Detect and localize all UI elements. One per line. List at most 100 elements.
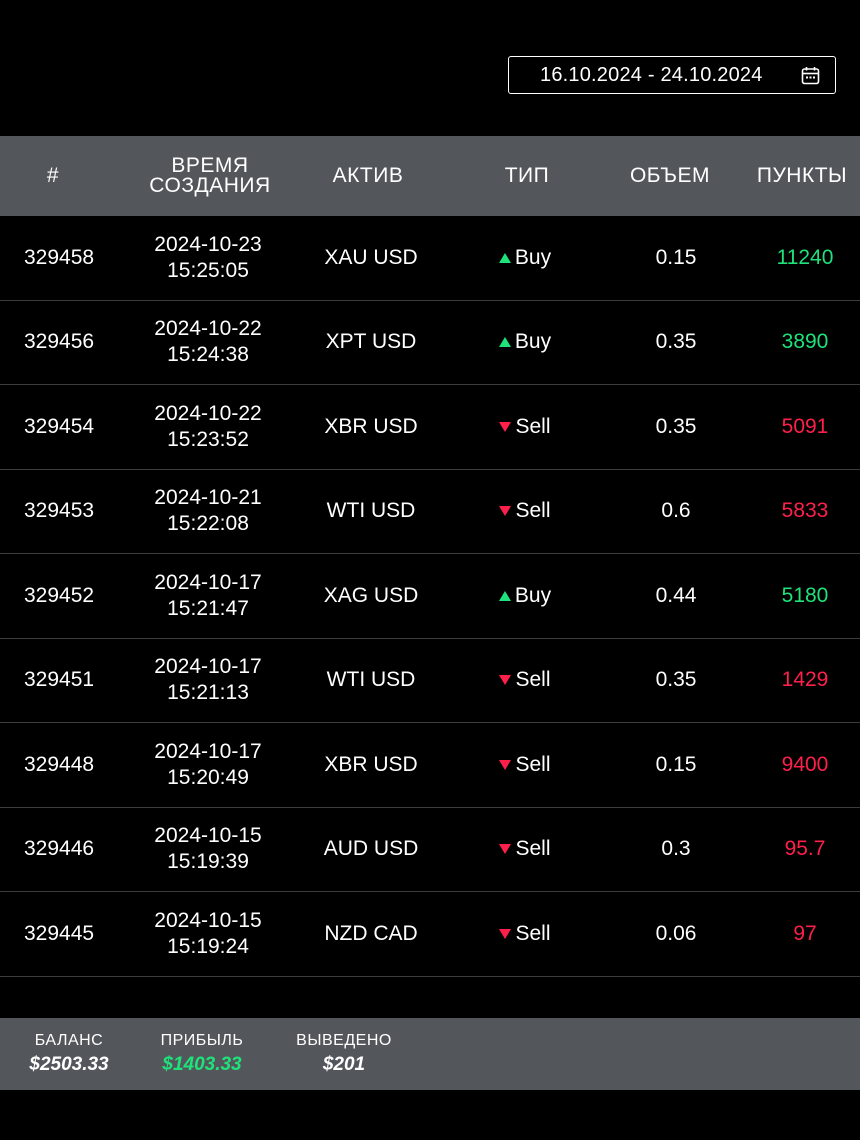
trade-points: 5091 <box>781 414 829 438</box>
triangle-down-icon <box>499 506 512 517</box>
trade-created-time: 2024-10-15 15:19:24 <box>128 892 288 976</box>
trade-date: 2024-10-17 <box>154 570 262 594</box>
trade-points: 5180 <box>781 583 829 607</box>
table-row[interactable]: 329458 2024-10-23 15:25:05 XAU USD Buy 0.15 11… <box>0 216 860 301</box>
profit-label: ПРИБЫЛЬ <box>160 1032 244 1049</box>
trade-type-label: Sell <box>515 668 551 692</box>
trade-time: 15:21:47 <box>167 596 249 620</box>
trade-type-label: Buy <box>514 330 552 354</box>
triangle-down-icon <box>499 928 512 939</box>
trade-id: 329451 <box>24 668 95 692</box>
trade-date: 2024-10-21 <box>154 486 262 510</box>
profit-stat: ПРИБЫЛЬ $1403.33 <box>150 1032 254 1076</box>
trade-type-label: Sell <box>515 499 551 523</box>
trade-asset: NZD CAD <box>324 921 418 945</box>
triangle-up-icon <box>498 337 511 348</box>
triangle-down-icon <box>499 421 512 432</box>
trade-created-time: 2024-10-17 15:21:13 <box>128 639 288 723</box>
trade-volume: 0.15 <box>655 245 697 269</box>
trade-time: 15:24:38 <box>167 343 249 367</box>
trade-type-label: Sell <box>515 414 551 438</box>
trade-created-time: 2024-10-15 15:19:39 <box>128 808 288 892</box>
triangle-down-icon <box>499 675 512 686</box>
account-summary: БАЛАНС $2503.33 ПРИБЫЛЬ $1403.33 ВЫВЕДЕН… <box>0 1018 860 1090</box>
balance-stat: БАЛАНС $2503.33 <box>20 1032 118 1076</box>
trade-type: Sell <box>460 723 590 807</box>
trade-id: 329453 <box>24 499 95 523</box>
trade-type: Sell <box>460 385 590 469</box>
trade-created-time: 2024-10-22 15:23:52 <box>128 385 288 469</box>
trade-type: Sell <box>460 892 590 976</box>
triangle-down-icon <box>499 844 512 855</box>
trade-volume: 0.35 <box>655 330 697 354</box>
trade-id: 329452 <box>24 583 95 607</box>
trade-date: 2024-10-22 <box>154 317 262 341</box>
trade-date: 2024-10-17 <box>154 655 262 679</box>
trade-type-label: Buy <box>514 583 552 607</box>
trade-date: 2024-10-15 <box>154 824 262 848</box>
trade-type: Sell <box>460 470 590 554</box>
trade-points: 11240 <box>776 245 834 269</box>
column-header-time-line2: СОЗДАНИЯ <box>149 174 271 197</box>
trade-id: 329454 <box>24 414 95 438</box>
trade-time: 15:19:39 <box>167 850 249 874</box>
trade-asset: AUD USD <box>323 837 419 861</box>
table-row[interactable]: 329456 2024-10-22 15:24:38 XPT USD Buy 0.35 38… <box>0 301 860 385</box>
trade-asset: WTI USD <box>326 499 416 523</box>
trade-volume: 0.35 <box>655 414 697 438</box>
table-header: # ВРЕМЯ СОЗДАНИЯ АКТИВ ТИП ОБЪЕМ ПУНКТЫ <box>0 136 860 216</box>
trade-type: Buy <box>460 301 590 385</box>
trade-asset: XBR USD <box>324 414 418 438</box>
calendar-icon[interactable] <box>801 66 820 85</box>
trade-asset: XBR USD <box>324 752 418 776</box>
withdrawn-label: ВЫВЕДЕНО <box>296 1032 392 1049</box>
trade-points: 5833 <box>781 499 829 523</box>
column-header-time-line1: ВРЕМЯ <box>171 154 249 177</box>
table-row[interactable]: 329453 2024-10-21 15:22:08 WTI USD Sell 0.6 58… <box>0 470 860 554</box>
trade-asset: WTI USD <box>326 668 416 692</box>
column-header-asset: АКТИВ <box>332 164 404 187</box>
trade-points: 97 <box>793 921 817 945</box>
column-header-volume: ОБЪЕМ <box>629 164 711 187</box>
trade-asset: XAG USD <box>323 583 419 607</box>
table-row[interactable]: 329445 2024-10-15 15:19:24 NZD CAD Sell 0.06 9… <box>0 892 860 977</box>
triangle-up-icon <box>498 252 511 263</box>
trade-points: 3890 <box>781 330 829 354</box>
trade-points: 9400 <box>781 752 829 776</box>
withdrawn-stat: ВЫВЕДЕНО $201 <box>286 1032 402 1076</box>
trade-points: 1429 <box>781 668 829 692</box>
trade-time: 15:19:24 <box>167 934 249 958</box>
column-header-id: # <box>46 164 60 187</box>
table-row[interactable]: 329446 2024-10-15 15:19:39 AUD USD Sell 0.3 95… <box>0 808 860 892</box>
trade-time: 15:25:05 <box>167 258 249 282</box>
trade-type-label: Buy <box>514 245 552 269</box>
date-range-value: 16.10.2024 - 24.10.2024 <box>540 63 763 86</box>
triangle-down-icon <box>499 759 512 770</box>
trade-type: Sell <box>460 639 590 723</box>
trade-time: 15:20:49 <box>167 765 249 789</box>
trade-id: 329448 <box>24 752 95 776</box>
trade-id: 329446 <box>24 837 95 861</box>
trade-date: 2024-10-22 <box>154 401 262 425</box>
trade-volume: 0.15 <box>655 752 697 776</box>
trade-type: Sell <box>460 808 590 892</box>
trade-type-label: Sell <box>515 837 551 861</box>
balance-value: $2503.33 <box>29 1054 109 1075</box>
trade-created-time: 2024-10-21 15:22:08 <box>128 470 288 554</box>
trade-id: 329456 <box>24 330 95 354</box>
table-row[interactable]: 329451 2024-10-17 15:21:13 WTI USD Sell 0.35 1… <box>0 639 860 723</box>
trade-date: 2024-10-17 <box>154 739 262 763</box>
trade-created-time: 2024-10-23 15:25:05 <box>128 216 288 300</box>
trade-volume: 0.06 <box>655 921 697 945</box>
trade-created-time: 2024-10-17 15:20:49 <box>128 723 288 807</box>
date-range-picker[interactable]: 16.10.2024 - 24.10.2024 <box>508 56 836 94</box>
trade-id: 329458 <box>24 245 95 269</box>
table-row[interactable]: 329448 2024-10-17 15:20:49 XBR USD Sell 0.15 9… <box>0 723 860 808</box>
table-row[interactable]: 329452 2024-10-17 15:21:47 XAG USD Buy 0.44 51… <box>0 554 860 639</box>
table-row[interactable]: 329454 2024-10-22 15:23:52 XBR USD Sell 0.35 5… <box>0 385 860 470</box>
withdrawn-value: $201 <box>322 1054 366 1075</box>
profit-value: $1403.33 <box>162 1054 242 1075</box>
balance-label: БАЛАНС <box>34 1032 104 1049</box>
trade-type-label: Sell <box>515 921 551 945</box>
